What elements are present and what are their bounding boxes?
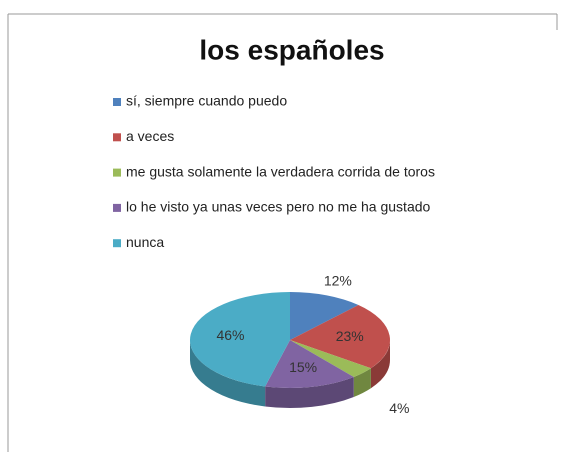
data-label: 4%: [389, 400, 409, 416]
data-label: 23%: [336, 328, 364, 344]
pie-side: [353, 368, 371, 397]
pie-side: [370, 340, 390, 389]
data-label: 15%: [289, 359, 317, 375]
legend-swatch: [113, 239, 121, 248]
legend-label: nunca: [126, 234, 164, 250]
legend-swatch: [113, 168, 121, 177]
data-label: 46%: [216, 327, 244, 343]
pie-slice: [290, 292, 359, 340]
legend-swatch: [113, 203, 121, 212]
pie-slice: [290, 305, 391, 369]
pie-side: [265, 376, 354, 409]
legend-label: me gusta solamente la verdadera corrida …: [126, 163, 435, 179]
chart-title: los españoles: [199, 34, 384, 65]
legend-label: sí, siempre cuando puedo: [126, 93, 287, 109]
pie-slice: [189, 292, 290, 387]
legend-label: lo he visto ya unas veces pero no me ha …: [126, 199, 431, 215]
legend-swatch: [113, 98, 121, 106]
pie-slice: [290, 340, 371, 377]
data-label: 12%: [324, 273, 352, 289]
pie-side: [190, 340, 266, 407]
legend-swatch: [113, 133, 121, 142]
pie-slice: [265, 340, 354, 389]
legend-label: a veces: [126, 128, 174, 144]
